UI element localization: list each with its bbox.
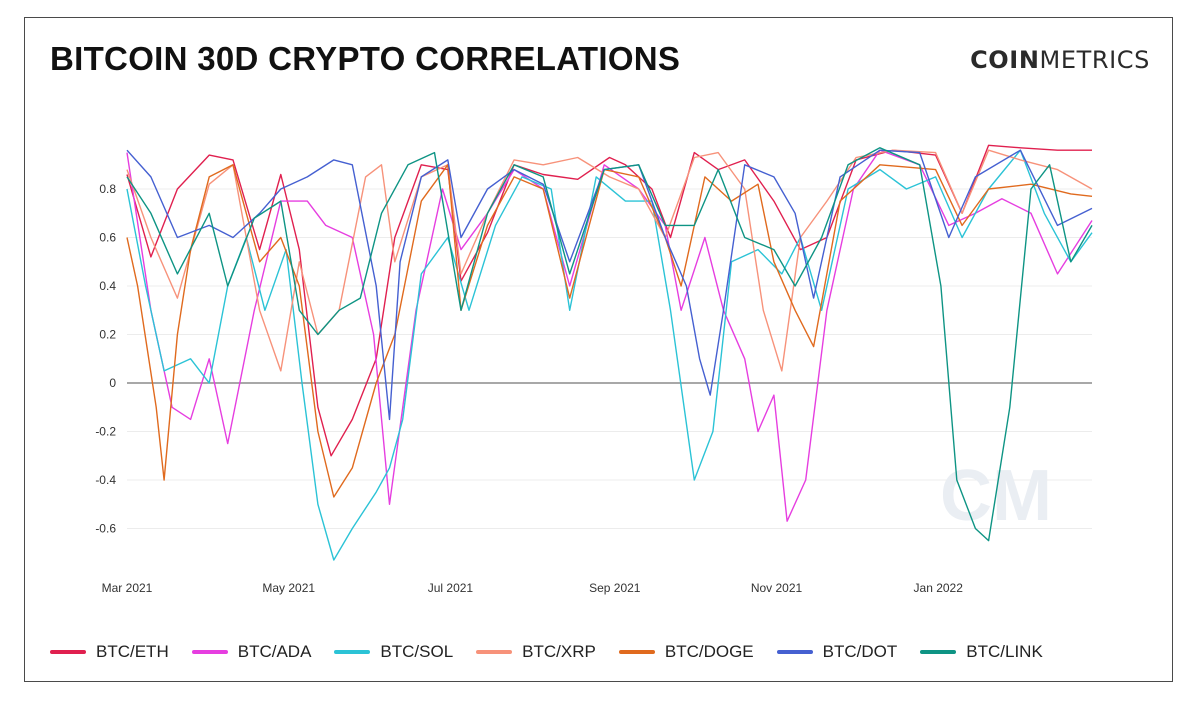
y-tick-label: -0.2 <box>95 425 116 439</box>
series-line-btc-link <box>126 147 1093 542</box>
y-tick-label: 0.2 <box>99 328 116 342</box>
series-lines <box>126 144 1093 561</box>
x-tick-label: Sep 2021 <box>589 581 641 595</box>
legend-swatch <box>776 650 813 654</box>
legend-item-btc-link[interactable]: BTC/LINK <box>920 642 1043 662</box>
series-line-btc-eth <box>126 144 1092 457</box>
brand-light-text: METRICS <box>1039 46 1150 74</box>
legend-swatch <box>618 650 655 654</box>
series-line-btc-xrp <box>126 149 1093 372</box>
legend-label: BTC/ADA <box>237 642 312 661</box>
legend-swatch <box>191 650 228 654</box>
legend-item-btc-sol[interactable]: BTC/SOL <box>334 642 453 662</box>
legend-label: BTC/LINK <box>966 642 1043 661</box>
legend-item-btc-doge[interactable]: BTC/DOGE <box>618 642 754 662</box>
y-tick-label: -0.4 <box>95 473 116 487</box>
x-tick-label: May 2021 <box>262 581 315 595</box>
y-tick-label: 0.6 <box>99 231 116 245</box>
x-axis-ticks: Mar 2021 May 2021 Jul 2021 Sep 2021 Nov 2021… <box>102 581 964 595</box>
legend-item-btc-dot[interactable]: BTC/DOT <box>776 642 898 662</box>
series-line-btc-dot <box>126 149 1093 421</box>
legend-item-btc-ada[interactable]: BTC/ADA <box>191 642 312 662</box>
legend-label: BTC/ETH <box>96 642 169 661</box>
legend-swatch <box>920 650 957 654</box>
brand-bold-text: COIN <box>970 46 1040 74</box>
legend-swatch <box>334 650 371 654</box>
legend-swatch <box>50 650 86 654</box>
x-tick-label: Mar 2021 <box>102 581 153 595</box>
series-line-btc-sol <box>126 149 1093 561</box>
legend-label: BTC/DOT <box>822 642 898 661</box>
chart-title: BITCOIN 30D CRYPTO CORRELATIONS <box>50 40 681 77</box>
legend: BTC/ETH BTC/ADA BTC/SOL BTC/XRP BTC/DOGE BTC/… <box>50 640 1066 664</box>
y-tick-label: 0.4 <box>99 279 116 293</box>
series-line-btc-ada <box>126 149 1093 522</box>
x-tick-label: Jan 2022 <box>914 581 964 595</box>
series-line-btc-doge <box>126 164 1093 498</box>
coinmetrics-logo: COINMETRICS <box>970 46 1150 74</box>
x-tick-label: Jul 2021 <box>428 581 474 595</box>
legend-label: BTC/XRP <box>522 642 596 661</box>
legend-label: BTC/SOL <box>380 642 454 661</box>
legend-item-btc-eth[interactable]: BTC/ETH <box>50 642 169 662</box>
legend-item-btc-xrp[interactable]: BTC/XRP <box>476 642 596 662</box>
y-tick-label: -0.6 <box>95 522 116 536</box>
legend-swatch <box>476 650 513 654</box>
x-tick-label: Nov 2021 <box>751 581 803 595</box>
y-tick-label: 0.8 <box>99 182 116 196</box>
y-axis-ticks: -0.6 -0.4 -0.2 0 0.2 0.4 0.6 0.8 <box>95 182 116 536</box>
y-tick-label: 0 <box>109 376 116 390</box>
legend-label: BTC/DOGE <box>664 642 754 661</box>
